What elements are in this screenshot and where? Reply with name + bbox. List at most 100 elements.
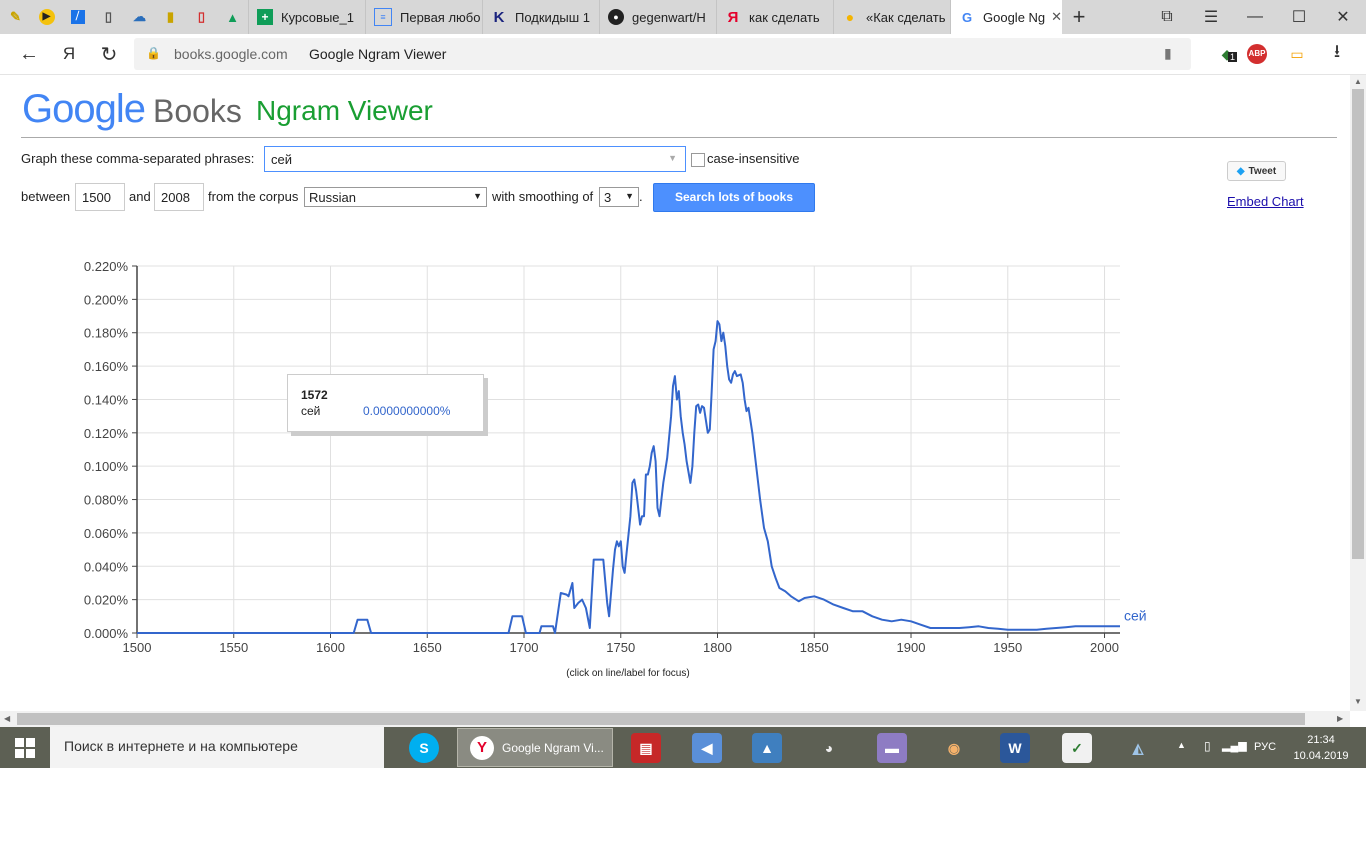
pdf-icon: ▯ — [197, 9, 206, 24]
corpus-label: from the corpus — [208, 189, 299, 204]
word-icon[interactable]: W — [1000, 733, 1030, 763]
extension-badge: 1 — [1228, 52, 1238, 62]
page-content: Google Books Ngram Viewer Graph these co… — [0, 75, 1350, 711]
search-button[interactable]: Search lots of books — [653, 183, 815, 212]
reload-button[interactable]: ↻ — [100, 43, 118, 66]
vertical-scroll-thumb[interactable] — [1352, 89, 1364, 559]
new-tab-button[interactable]: + — [1072, 4, 1086, 29]
smoothing-label: with smoothing of — [492, 189, 594, 204]
tray-expand-icon[interactable]: ▲ — [1177, 740, 1186, 750]
logo-books: Books — [152, 93, 242, 129]
embed-chart-link[interactable]: Embed Chart — [1227, 194, 1304, 209]
chevron-down-icon: ▼ — [473, 191, 482, 201]
bookmark-icon[interactable]: ▮ — [1164, 45, 1172, 61]
url-page-title: Google Ngram Viewer — [309, 46, 447, 62]
pinned-tab-drive[interactable]: ▲ — [217, 0, 248, 34]
maximize-button[interactable]: ☐ — [1291, 9, 1307, 26]
tab-sheets[interactable]: + Курсовые_1 — [248, 0, 365, 34]
case-insensitive-checkbox[interactable] — [691, 153, 705, 167]
case-insensitive-label: case-insensitive — [707, 151, 800, 166]
tweet-button[interactable]: ◆ Tweet — [1227, 161, 1286, 181]
address-field[interactable]: 🔒 books.google.com Google Ngram Viewer ▮ — [134, 38, 1191, 70]
address-bar-row: ← Я ↻ 🔒 books.google.com Google Ngram Vi… — [0, 34, 1366, 75]
volume-app-icon[interactable]: ◀ — [692, 733, 722, 763]
browser-tab-bar: ✎ ▶ ⧸ ▯ ☁ ▮ ▯ ▲ + Курсовые_1 ≡ Первая любо… — [0, 0, 1366, 34]
url-domain: books.google.com — [174, 46, 288, 62]
scroll-down-arrow[interactable]: ▼ — [1354, 697, 1362, 706]
taskbar-search-box[interactable]: Поиск в интернете и на компьютере — [50, 727, 384, 768]
windows-logo-icon — [15, 737, 35, 758]
extension-icon[interactable]: ◆ 1 — [1221, 45, 1238, 62]
close-window-button[interactable]: ✕ — [1336, 9, 1350, 26]
sheets-icon: + — [257, 9, 273, 25]
scroll-left-arrow[interactable]: ◀ — [4, 714, 11, 723]
network-app-icon[interactable]: ◭ — [1132, 739, 1144, 756]
pinned-tab-cloud[interactable]: ☁ — [124, 0, 155, 34]
pinned-tab-pdf[interactable]: ▯ — [186, 0, 217, 34]
bulb-icon: ● — [845, 9, 855, 25]
pinned-tab-file[interactable]: ▯ — [93, 0, 124, 34]
phrases-input[interactable]: сей ▼ — [264, 146, 686, 172]
drive-icon: ▲ — [226, 9, 239, 25]
books-app-icon[interactable]: ▤ — [631, 733, 661, 763]
lock-icon: 🔒 — [146, 46, 161, 60]
google-books-logo: Google Books — [22, 87, 242, 131]
menu-icon[interactable]: ☰ — [1203, 9, 1219, 26]
year-start-input[interactable]: 1500 — [75, 183, 125, 211]
key-icon: ✎ — [10, 9, 21, 24]
paint-icon[interactable]: ◉ — [947, 739, 961, 756]
tabs-manager-icon[interactable]: ⧉ — [1161, 8, 1173, 25]
scroll-up-arrow[interactable]: ▲ — [1354, 77, 1362, 86]
pencil-case-icon[interactable]: ▬ — [877, 733, 907, 763]
tray-battery-icon[interactable]: ▯ — [1204, 739, 1211, 753]
start-button[interactable] — [0, 727, 50, 768]
gimp-icon[interactable]: ◕ — [824, 740, 834, 756]
tray-signal-icon[interactable]: ▂▄▆ — [1222, 740, 1247, 752]
page-title: Ngram Viewer — [256, 95, 433, 126]
scroll-right-arrow[interactable]: ▶ — [1337, 714, 1344, 723]
back-button[interactable]: ← — [19, 42, 39, 65]
document-icon: ≡ — [374, 8, 392, 26]
tab-document[interactable]: ≡ Первая любо — [365, 0, 482, 34]
tray-language[interactable]: РУС — [1254, 741, 1277, 753]
battery-icon[interactable]: ▭ — [1290, 45, 1304, 62]
smoothing-period: . — [639, 189, 643, 204]
tab-bulb[interactable]: ● «Как сделать — [833, 0, 950, 34]
dropdown-arrow-icon: ▼ — [668, 153, 677, 163]
tray-time[interactable]: 21:34 — [1307, 734, 1335, 746]
file-icon: ▯ — [104, 9, 113, 24]
corpus-select[interactable]: Russian ▼ — [304, 187, 487, 207]
tooltip-year: 1572 — [301, 388, 328, 402]
year-end-input[interactable]: 2008 — [154, 183, 204, 211]
vertical-scrollbar[interactable]: ▲ ▼ — [1350, 75, 1366, 711]
horizontal-scrollbar[interactable]: ◀ ▶ — [0, 711, 1350, 727]
pinned-tab-player[interactable]: ▶ — [31, 0, 62, 34]
download-icon[interactable]: ⭳ — [1333, 41, 1341, 61]
twitter-icon: ◆ — [1236, 165, 1245, 177]
tray-date[interactable]: 10.04.2019 — [1293, 750, 1349, 762]
smoothing-select[interactable]: 3 ▼ — [599, 187, 639, 207]
pinned-tab-notes[interactable]: ▮ — [155, 0, 186, 34]
pinned-tab-chart[interactable]: ⧸ — [62, 0, 93, 34]
adblock-icon[interactable]: ABP — [1246, 44, 1268, 64]
cloud-icon: ☁ — [133, 9, 146, 24]
chart-icon: ⧸ — [70, 10, 85, 24]
google-icon: G — [961, 9, 973, 25]
and-label: and — [129, 189, 151, 204]
tooltip-phrase: сей — [301, 404, 321, 418]
close-tab-icon[interactable]: ✕ — [1051, 9, 1062, 24]
tab-k[interactable]: K Подкидыш 1 — [482, 0, 599, 34]
skype-icon[interactable]: S — [409, 733, 439, 763]
yandex-home-button[interactable]: Я — [62, 44, 76, 63]
k-icon: K — [493, 8, 505, 26]
chart-app-icon[interactable]: ✓ — [1062, 733, 1092, 763]
education-app-icon[interactable]: ▲ — [752, 733, 782, 763]
note-icon: ▮ — [166, 9, 175, 24]
tab-github[interactable]: ● gegenwart/H — [599, 0, 716, 34]
minimize-button[interactable]: — — [1247, 8, 1263, 25]
horizontal-scroll-thumb[interactable] — [17, 713, 1305, 725]
taskbar-active-browser[interactable]: Y Google Ngram Vi... — [457, 728, 613, 767]
pinned-tab-keylogger[interactable]: ✎ — [0, 0, 31, 34]
tab-google-ngram[interactable]: G Google Ng ✕ — [950, 0, 1062, 34]
